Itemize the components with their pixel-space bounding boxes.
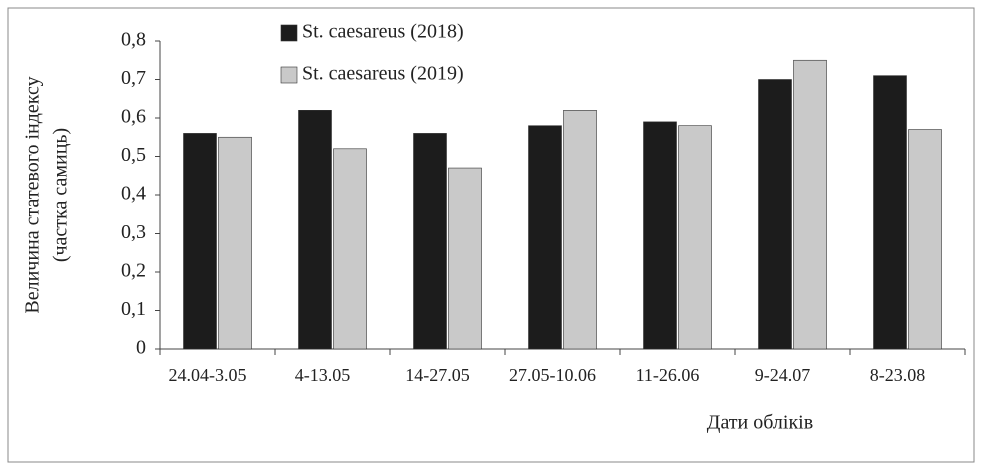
x-tick-label: 9-24.07 xyxy=(755,365,811,385)
bar xyxy=(908,129,942,350)
bar xyxy=(333,148,367,350)
x-tick-label: 14-27.05 xyxy=(405,365,470,385)
y-tick-label: 0,7 xyxy=(121,67,146,89)
x-tick-label: 24.04-3.05 xyxy=(169,365,247,385)
legend-label: St. caesareus (2018) xyxy=(302,21,464,43)
legend-label: St. caesareus (2019) xyxy=(302,63,464,85)
bar xyxy=(448,167,482,350)
legend-swatch xyxy=(280,66,298,84)
x-tick-label: 4-13.05 xyxy=(295,365,351,385)
y-tick-label: 0,8 xyxy=(121,29,146,51)
y-axis-label: Величина статевого індексу xyxy=(22,76,44,313)
bar xyxy=(758,79,792,350)
bar xyxy=(563,110,597,350)
bar xyxy=(678,125,712,350)
bar xyxy=(218,136,252,350)
chart-frame xyxy=(7,7,975,463)
bar xyxy=(183,133,217,350)
legend-swatch xyxy=(280,24,298,42)
bar xyxy=(528,125,562,350)
x-tick-label: 11-26.06 xyxy=(636,365,700,385)
bar xyxy=(643,121,677,350)
bar xyxy=(298,110,332,350)
y-tick-label: 0,1 xyxy=(121,298,146,320)
x-tick-label: 27.05-10.06 xyxy=(509,365,596,385)
y-tick-label: 0 xyxy=(136,337,146,359)
bar xyxy=(873,75,907,350)
y-tick-label: 0,4 xyxy=(121,183,146,205)
x-tick-label: 8-23.08 xyxy=(870,365,926,385)
y-tick-label: 0,3 xyxy=(121,221,146,243)
bar xyxy=(413,133,447,350)
y-tick-label: 0,5 xyxy=(121,144,146,166)
y-tick-label: 0,6 xyxy=(121,106,146,128)
x-axis-label: Дати обліків xyxy=(707,412,813,434)
y-tick-label: 0,2 xyxy=(121,260,146,282)
y-axis-label: (частка самиць) xyxy=(50,128,72,262)
bar xyxy=(793,59,827,350)
